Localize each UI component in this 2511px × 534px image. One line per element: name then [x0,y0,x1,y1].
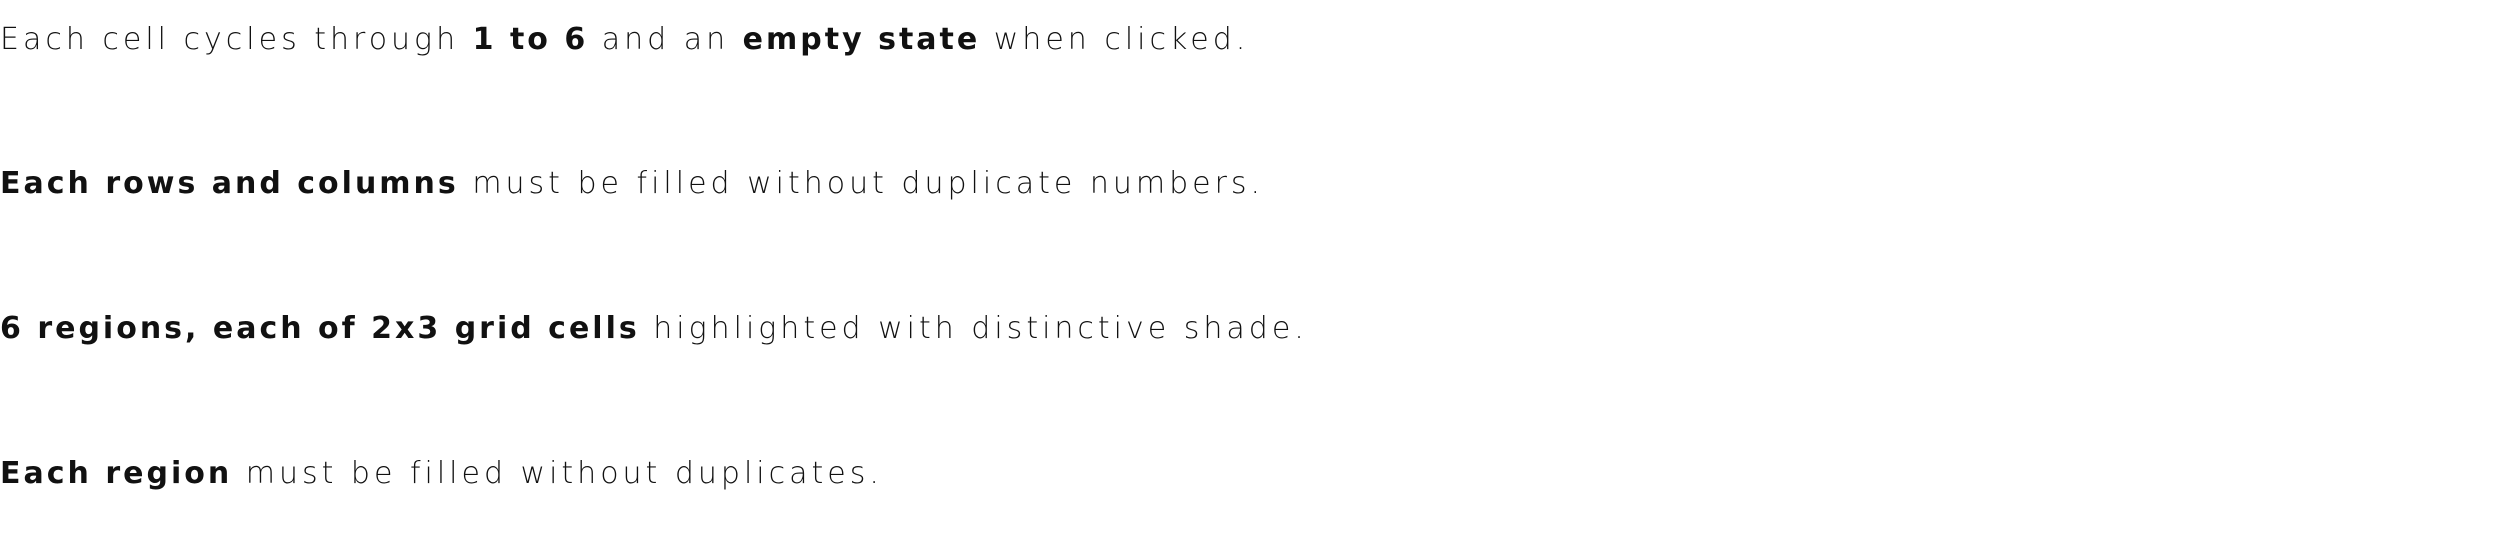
rule-text-bold: 1 to 6 [472,22,589,57]
rule-line-cycle: Each cell cycles through 1 to 6 and an e… [0,0,2511,100]
rule-text: and an [588,22,743,57]
rules-text-block: Each cell cycles through 1 to 6 and an e… [0,0,2511,491]
rule-text: must be filled without duplicates. [232,456,883,491]
rule-text: when clicked. [980,22,1250,57]
rule-text: Each cell cycles through [0,22,473,57]
rule-text: must be filled without duplicate numbers… [458,166,1265,201]
rule-text: highlighted with distinctive shade. [639,311,1308,346]
rule-text-bold: 6 regions, each of 2x3 grid cells [0,311,640,346]
rule-line-rows-columns: Each rows and columns must be filled wit… [0,124,2511,244]
rule-text-bold: empty state [742,22,981,57]
rule-text-bold: Each rows and columns [0,166,459,201]
rule-text-bold: Each region [0,456,233,491]
rule-line-region-fill: Each region must be filled without dupli… [0,414,2511,534]
rule-line-regions: 6 regions, each of 2x3 grid cells highli… [0,269,2511,389]
